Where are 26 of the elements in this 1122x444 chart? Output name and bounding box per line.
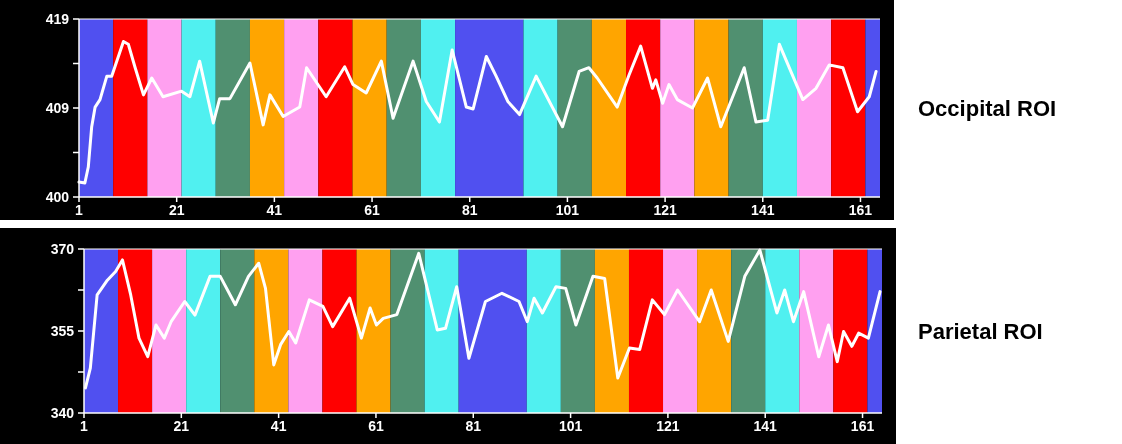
x-tick-label: 21 [168, 202, 185, 218]
x-tick-label: 121 [656, 418, 680, 434]
x-tick-label: 61 [368, 418, 384, 434]
x-tick-label: 101 [555, 202, 580, 218]
x-tick-label: 81 [461, 202, 478, 218]
x-tick-label: 141 [751, 202, 775, 218]
x-tick-label: 61 [364, 202, 381, 218]
text: Parietal ROI [918, 318, 1043, 344]
x-tick-label: 41 [266, 202, 283, 218]
y-tick-label: 400 [45, 188, 70, 205]
x-tick-label: 81 [465, 418, 482, 434]
x-tick-label: 21 [173, 418, 190, 434]
y-tick-label: 355 [50, 322, 75, 339]
y-tick-label: 419 [45, 10, 70, 27]
x-tick-label: 101 [558, 418, 583, 434]
x-tick-label: 161 [848, 202, 873, 218]
text: Occipital ROI [918, 95, 1057, 121]
x-tick-label: 1 [80, 418, 89, 434]
y-tick-label: 370 [50, 240, 75, 257]
x-tick-label: 161 [850, 418, 875, 434]
x-tick-label: 141 [753, 418, 778, 434]
y-tick-label: 340 [50, 404, 75, 421]
x-tick-label: 1 [75, 202, 84, 218]
x-tick-label: 41 [270, 418, 287, 434]
y-tick-label: 409 [45, 99, 70, 116]
x-tick-label: 121 [653, 202, 677, 218]
